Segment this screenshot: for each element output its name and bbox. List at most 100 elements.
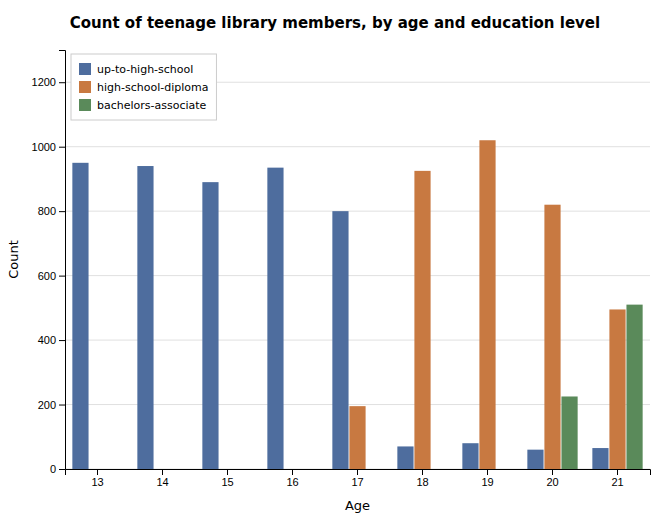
y-tick-label: 0 xyxy=(50,463,56,475)
legend-label: bachelors-associate xyxy=(97,99,207,112)
plot-area: 0 200 400 600 800 1000 1200 13 14 15 16 17 18 19 20 21 u… xyxy=(32,51,651,488)
bar-series xyxy=(72,163,608,469)
x-axis: 13 14 15 16 17 18 19 20 21 xyxy=(66,469,651,488)
y-tick: 600 xyxy=(38,270,65,282)
x-tick-mark xyxy=(487,469,488,475)
bar xyxy=(332,211,348,469)
legend: up-to-high-school high-school-diploma bach… xyxy=(71,54,216,120)
x-tick: 16 xyxy=(286,469,298,488)
x-tick-label: 20 xyxy=(546,476,558,488)
bar xyxy=(202,182,218,469)
y-tick-label: 600 xyxy=(38,270,56,282)
bars xyxy=(72,140,642,469)
y-tick-mark xyxy=(59,340,65,341)
x-tick-label: 14 xyxy=(156,476,168,488)
legend-item: bachelors-associate xyxy=(79,99,207,112)
bar-series xyxy=(349,140,625,469)
y-tick: 1000 xyxy=(32,141,65,153)
bar xyxy=(284,469,300,470)
y-tick-mark xyxy=(59,147,65,148)
x-tick: 19 xyxy=(481,469,493,488)
bar-series xyxy=(561,305,642,469)
legend-label: high-school-diploma xyxy=(97,81,208,94)
x-tick-mark xyxy=(227,469,228,475)
x-tick: 15 xyxy=(221,469,233,488)
y-tick-label: 1000 xyxy=(32,141,56,153)
grid xyxy=(65,82,650,469)
bar xyxy=(626,305,642,469)
y-tick-mark xyxy=(59,405,65,406)
legend-label: up-to-high-school xyxy=(97,63,193,76)
legend-item: up-to-high-school xyxy=(79,63,193,76)
bar xyxy=(414,171,430,469)
legend-swatch xyxy=(79,81,91,93)
bar xyxy=(89,469,105,470)
x-tick-label: 18 xyxy=(416,476,428,488)
y-axis: 0 200 400 600 800 1000 1200 xyxy=(32,51,66,476)
bar xyxy=(72,163,88,469)
y-tick: 400 xyxy=(38,334,65,346)
bar xyxy=(366,469,382,470)
x-tick-mark xyxy=(292,469,293,475)
bar xyxy=(171,469,187,470)
bar xyxy=(236,469,252,470)
y-tick-label: 400 xyxy=(38,334,56,346)
bar xyxy=(301,469,317,470)
y-tick-mark xyxy=(59,469,65,470)
title: Count of teenage library members, by age… xyxy=(70,14,600,32)
bar xyxy=(219,469,235,470)
x-tick: 21 xyxy=(611,469,623,488)
legend-swatch xyxy=(79,63,91,75)
y-tick-mark xyxy=(59,211,65,212)
x-tick-label: 15 xyxy=(221,476,233,488)
y-tick-label: 200 xyxy=(38,399,56,411)
x-tick: 18 xyxy=(416,469,428,488)
bar xyxy=(561,396,577,469)
y-tick: 800 xyxy=(38,205,65,217)
bar xyxy=(154,469,170,470)
x-tick: 20 xyxy=(546,469,558,488)
x-axis-line xyxy=(66,470,651,476)
x-tick-mark xyxy=(617,469,618,475)
y-axis-line xyxy=(59,51,66,470)
bar xyxy=(592,448,608,469)
x-tick-mark xyxy=(162,469,163,475)
x-tick: 17 xyxy=(351,469,363,488)
bar xyxy=(527,450,543,469)
bar xyxy=(267,168,283,469)
x-tick: 14 xyxy=(156,469,168,488)
bar xyxy=(544,205,560,469)
x-tick-label: 13 xyxy=(91,476,103,488)
bar xyxy=(496,469,512,470)
x-tick-label: 21 xyxy=(611,476,623,488)
bar xyxy=(137,166,153,469)
bar xyxy=(479,140,495,469)
x-tick-mark xyxy=(97,469,98,475)
legend-frame xyxy=(71,54,216,120)
chart: 0 200 400 600 800 1000 1200 13 14 15 16 17 18 19 20 21 u… xyxy=(0,0,670,524)
bar xyxy=(431,469,447,470)
legend-item: high-school-diploma xyxy=(79,81,208,94)
y-tick: 1200 xyxy=(32,76,65,88)
x-axis-title: Age xyxy=(345,498,370,513)
y-tick-mark xyxy=(59,276,65,277)
y-tick: 200 xyxy=(38,399,65,411)
x-tick: 13 xyxy=(91,469,103,488)
y-tick-mark xyxy=(59,82,65,83)
y-tick-label: 800 xyxy=(38,205,56,217)
legend-swatch xyxy=(79,99,91,111)
y-tick: 0 xyxy=(50,463,65,475)
bar xyxy=(106,469,122,470)
x-tick-label: 19 xyxy=(481,476,493,488)
y-axis-title: Count xyxy=(6,240,21,279)
bar xyxy=(609,309,625,469)
bar xyxy=(397,446,413,469)
x-tick-mark xyxy=(357,469,358,475)
x-tick-label: 16 xyxy=(286,476,298,488)
bar xyxy=(349,406,365,469)
x-tick-mark xyxy=(422,469,423,475)
y-tick-label: 1200 xyxy=(32,76,56,88)
x-tick-mark xyxy=(552,469,553,475)
x-tick-label: 17 xyxy=(351,476,363,488)
bar xyxy=(462,443,478,469)
